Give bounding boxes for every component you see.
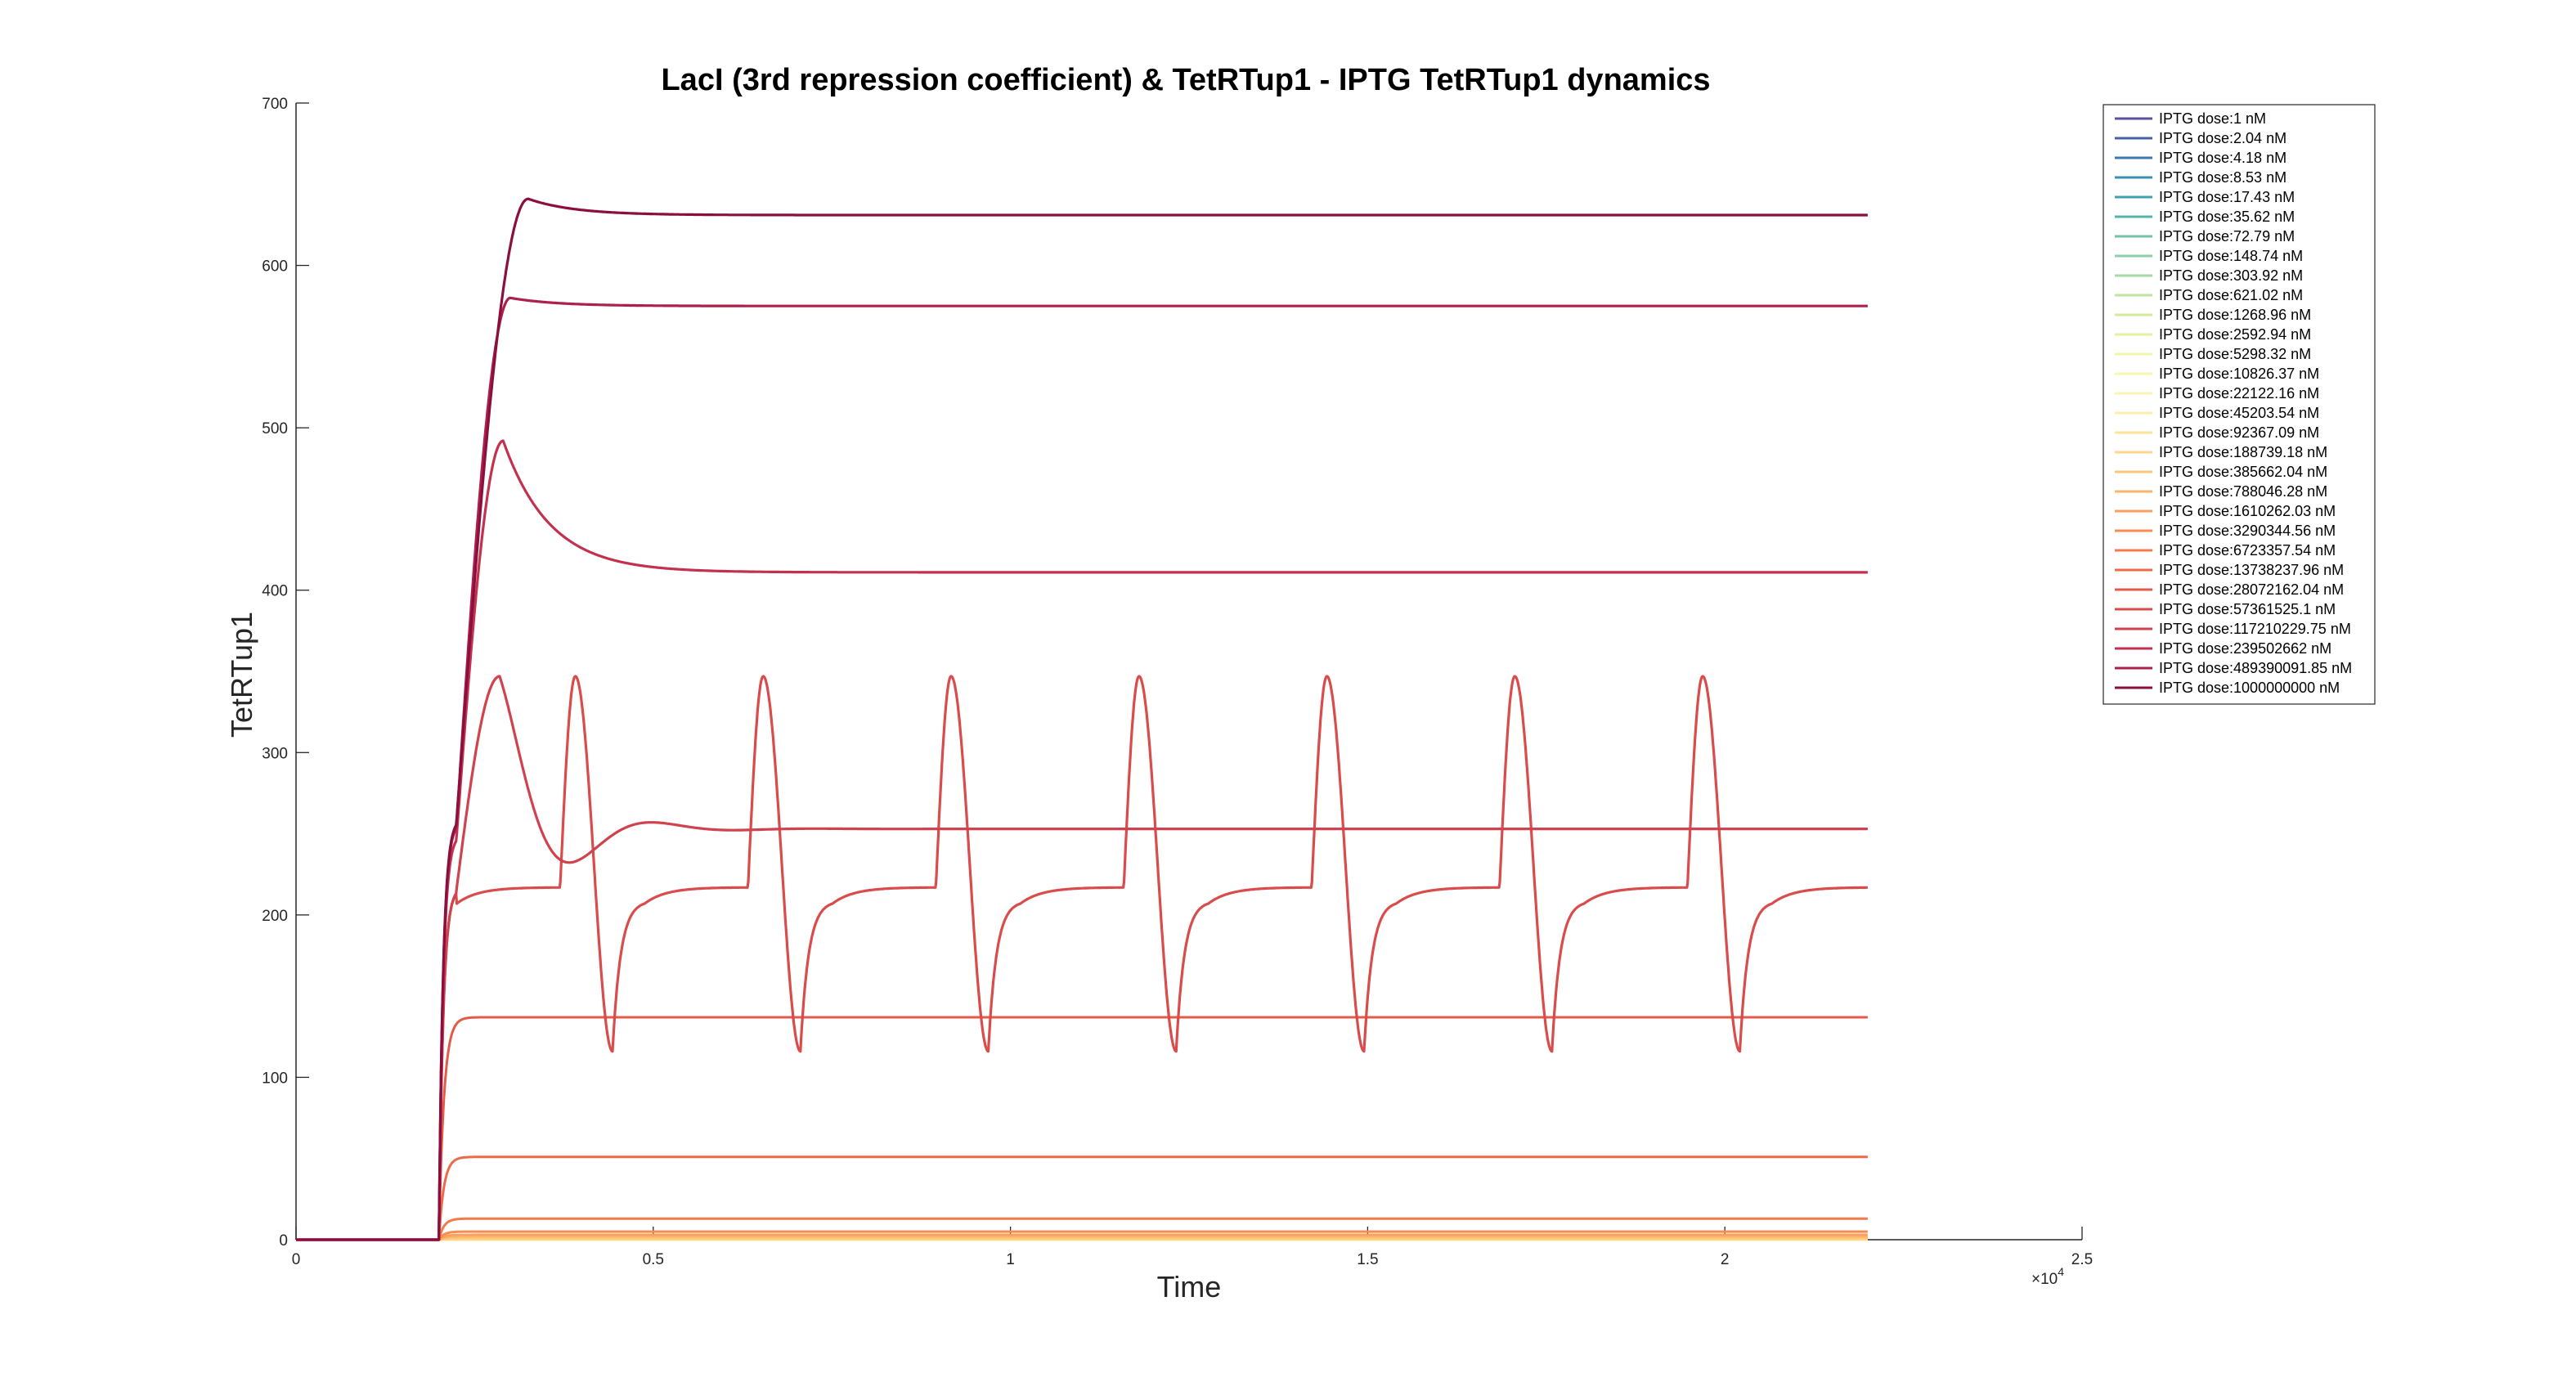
legend-label: IPTG dose:72.79 nM [2159,228,2295,245]
y-tick-label: 700 [262,96,288,113]
x-tick-label: 1.5 [1357,1251,1378,1268]
x-tick-label: 0 [292,1251,301,1268]
legend-label: IPTG dose:489390091.85 nM [2159,660,2352,676]
legend-label: IPTG dose:148.74 nM [2159,248,2303,264]
series-line [295,1235,1869,1241]
legend-box [2103,104,2376,705]
series-line [295,1155,1869,1241]
legend-label: IPTG dose:8.53 nM [2159,169,2287,186]
series-line [295,197,1869,1241]
legend-label: IPTG dose:788046.28 nM [2159,483,2327,500]
legend: IPTG dose:1 nM IPTG dose:2.04 nM IPTG dose… [2103,104,2376,705]
chart-title: LacI (3rd repression coefficient) & TetR… [661,63,1710,97]
series-line [295,1233,1869,1241]
x-tick-label: 2 [1721,1251,1730,1268]
x-exponent-power: 4 [2058,1265,2064,1278]
legend-label: IPTG dose:1 nM [2159,110,2266,127]
legend-label: IPTG dose:2.04 nM [2159,130,2287,146]
legend-label: IPTG dose:6723357.54 nM [2159,542,2336,559]
legend-label: IPTG dose:303.92 nM [2159,267,2303,284]
y-axis-label: TetRTup1 [225,612,258,738]
y-tick-label: 200 [262,908,288,925]
legend-label: IPTG dose:57361525.1 nM [2159,601,2336,617]
legend-label: IPTG dose:4.18 nM [2159,150,2287,166]
y-tick-label: 300 [262,745,288,762]
legend-label: IPTG dose:13738237.96 nM [2159,562,2344,578]
y-tick-label: 400 [262,583,288,600]
series-group [295,197,1869,1241]
legend-label: IPTG dose:10826.37 nM [2159,366,2319,382]
x-axis-label: Time [1157,1270,1222,1303]
series-line [295,1217,1869,1241]
legend-label: IPTG dose:92367.09 nM [2159,424,2319,441]
legend-label: IPTG dose:385662.04 nM [2159,464,2327,480]
series-line [295,675,1869,1241]
series-line [295,675,1869,1241]
series-line [295,296,1869,1241]
legend-label: IPTG dose:188739.18 nM [2159,444,2327,460]
series-line [295,1016,1869,1241]
legend-label: IPTG dose:28072162.04 nM [2159,581,2344,598]
legend-label: IPTG dose:2592.94 nM [2159,326,2311,343]
legend-label: IPTG dose:3290344.56 nM [2159,523,2336,539]
plot-area [296,103,2082,1240]
legend-label: IPTG dose:45203.54 nM [2159,405,2319,421]
legend-label: IPTG dose:17.43 nM [2159,189,2295,205]
x-exponent-base: ×10 [2031,1271,2058,1288]
legend-items: IPTG dose:1 nM IPTG dose:2.04 nM IPTG dose… [2115,110,2352,696]
x-tick-label: 1 [1006,1251,1015,1268]
x-ticks: 0 0.5 1 1.5 2 2.5 [292,1227,2093,1268]
legend-label: IPTG dose:1000000000 nM [2159,680,2340,696]
series-line [295,1230,1869,1241]
legend-label: IPTG dose:117210229.75 nM [2159,621,2351,637]
x-tick-label: 2.5 [2071,1251,2093,1268]
x-tick-label: 0.5 [643,1251,664,1268]
y-tick-label: 0 [279,1232,288,1250]
series-line [295,439,1869,1241]
legend-label: IPTG dose:621.02 nM [2159,287,2303,303]
y-tick-label: 500 [262,420,288,437]
legend-label: IPTG dose:22122.16 nM [2159,385,2319,402]
legend-label: IPTG dose:1268.96 nM [2159,307,2311,323]
y-tick-label: 600 [262,258,288,276]
legend-label: IPTG dose:239502662 nM [2159,640,2331,657]
y-ticks: 0 100 200 300 400 500 600 700 [262,96,309,1250]
y-tick-label: 100 [262,1070,288,1087]
legend-label: IPTG dose:1610262.03 nM [2159,503,2336,519]
axes: 0 0.5 1 1.5 2 2.5 0 100 200 300 400 500 600 700 [262,96,2093,1268]
x-exponent-label: ×104 [2031,1265,2064,1288]
legend-label: IPTG dose:5298.32 nM [2159,346,2311,362]
legend-label: IPTG dose:35.62 nM [2159,209,2295,225]
series-line [295,1236,1869,1241]
